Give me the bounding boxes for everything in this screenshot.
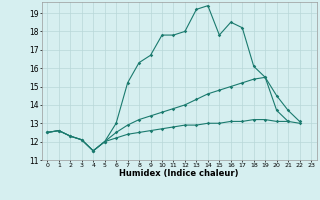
X-axis label: Humidex (Indice chaleur): Humidex (Indice chaleur) xyxy=(119,169,239,178)
